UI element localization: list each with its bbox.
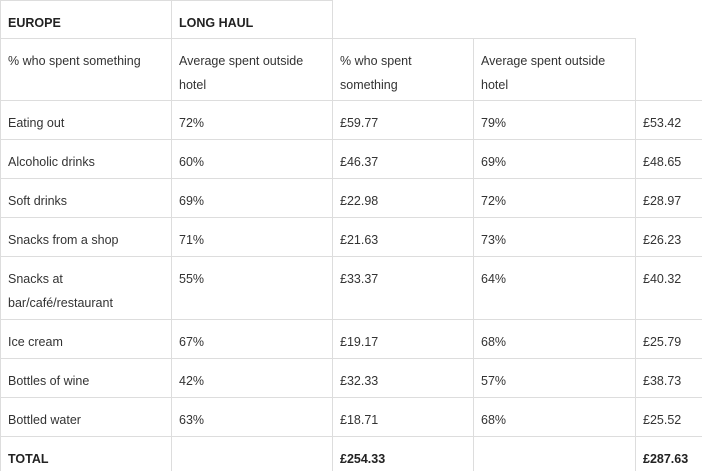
europe-pct-cell: 63% (179, 413, 205, 427)
europe-pct-cell: 55% (179, 272, 205, 286)
europe-pct-cell: 67% (179, 335, 205, 349)
europe-avg-cell: £59.77 (340, 116, 379, 130)
total-label: TOTAL (8, 452, 49, 466)
row-divider (0, 436, 702, 437)
row-item-label: Alcoholic drinks (8, 155, 95, 169)
row-item-label: Bottles of wine (8, 374, 90, 388)
longhaul-avg-cell: £53.42 (643, 116, 682, 130)
row-item-label: Bottled water (8, 413, 81, 427)
longhaul-avg-cell: £25.79 (643, 335, 682, 349)
total-empty-cell (171, 436, 332, 471)
row-item-label: Soft drinks (8, 194, 68, 208)
europe-avg-cell: £18.71 (340, 413, 379, 427)
col-header-longhaul-avg: Average spent outside hotel (481, 54, 606, 92)
column-divider (635, 38, 636, 471)
row-divider (0, 397, 702, 398)
europe-avg-cell: £21.63 (340, 233, 379, 247)
row-item-label: Snacks from a shop (8, 233, 119, 247)
longhaul-pct-cell: 72% (481, 194, 507, 208)
col-header-europe-pct: % who spent something (8, 54, 141, 68)
longhaul-pct-cell: 79% (481, 116, 507, 130)
row-divider (0, 100, 702, 101)
row-divider (0, 0, 332, 1)
longhaul-pct-cell: 68% (481, 413, 507, 427)
longhaul-avg-cell: £28.97 (643, 194, 682, 208)
longhaul-pct-cell: 68% (481, 335, 507, 349)
col-header-europe-avg: Average spent outside hotel (179, 54, 304, 92)
longhaul-avg-cell: £40.32 (643, 272, 682, 286)
row-item-label: Ice cream (8, 335, 63, 349)
row-divider (0, 178, 702, 179)
longhaul-avg-cell: £25.52 (643, 413, 682, 427)
col-header-longhaul-pct: % who spent something (340, 54, 412, 92)
europe-pct-cell: 69% (179, 194, 205, 208)
europe-avg-cell: £32.33 (340, 374, 379, 388)
column-divider (473, 38, 474, 471)
row-divider (0, 319, 702, 320)
europe-avg-cell: £22.98 (340, 194, 379, 208)
row-divider (0, 139, 702, 140)
column-divider (332, 0, 333, 471)
group-header-europe: EUROPE (8, 16, 61, 30)
column-divider (0, 0, 1, 471)
row-item-label: Eating out (8, 116, 65, 130)
row-divider (0, 256, 702, 257)
europe-pct-cell: 72% (179, 116, 205, 130)
europe-avg-cell: £19.17 (340, 335, 379, 349)
total-empty-cell (473, 436, 635, 471)
longhaul-avg-cell: £38.73 (643, 374, 682, 388)
longhaul-pct-cell: 73% (481, 233, 507, 247)
total-longhaul-avg: £287.63 (643, 452, 689, 466)
longhaul-pct-cell: 64% (481, 272, 507, 286)
row-item-label: Snacks at bar/café/restaurant (8, 272, 113, 310)
europe-pct-cell: 71% (179, 233, 205, 247)
europe-pct-cell: 42% (179, 374, 205, 388)
group-header-long-haul: LONG HAUL (179, 16, 254, 30)
longhaul-avg-cell: £48.65 (643, 155, 682, 169)
europe-avg-cell: £33.37 (340, 272, 379, 286)
longhaul-pct-cell: 57% (481, 374, 507, 388)
europe-pct-cell: 60% (179, 155, 205, 169)
row-divider (0, 217, 702, 218)
longhaul-avg-cell: £26.23 (643, 233, 682, 247)
europe-avg-cell: £46.37 (340, 155, 379, 169)
longhaul-pct-cell: 69% (481, 155, 507, 169)
total-europe-avg: £254.33 (340, 452, 386, 466)
column-divider (171, 0, 172, 471)
row-divider (0, 358, 702, 359)
row-divider (0, 38, 635, 39)
